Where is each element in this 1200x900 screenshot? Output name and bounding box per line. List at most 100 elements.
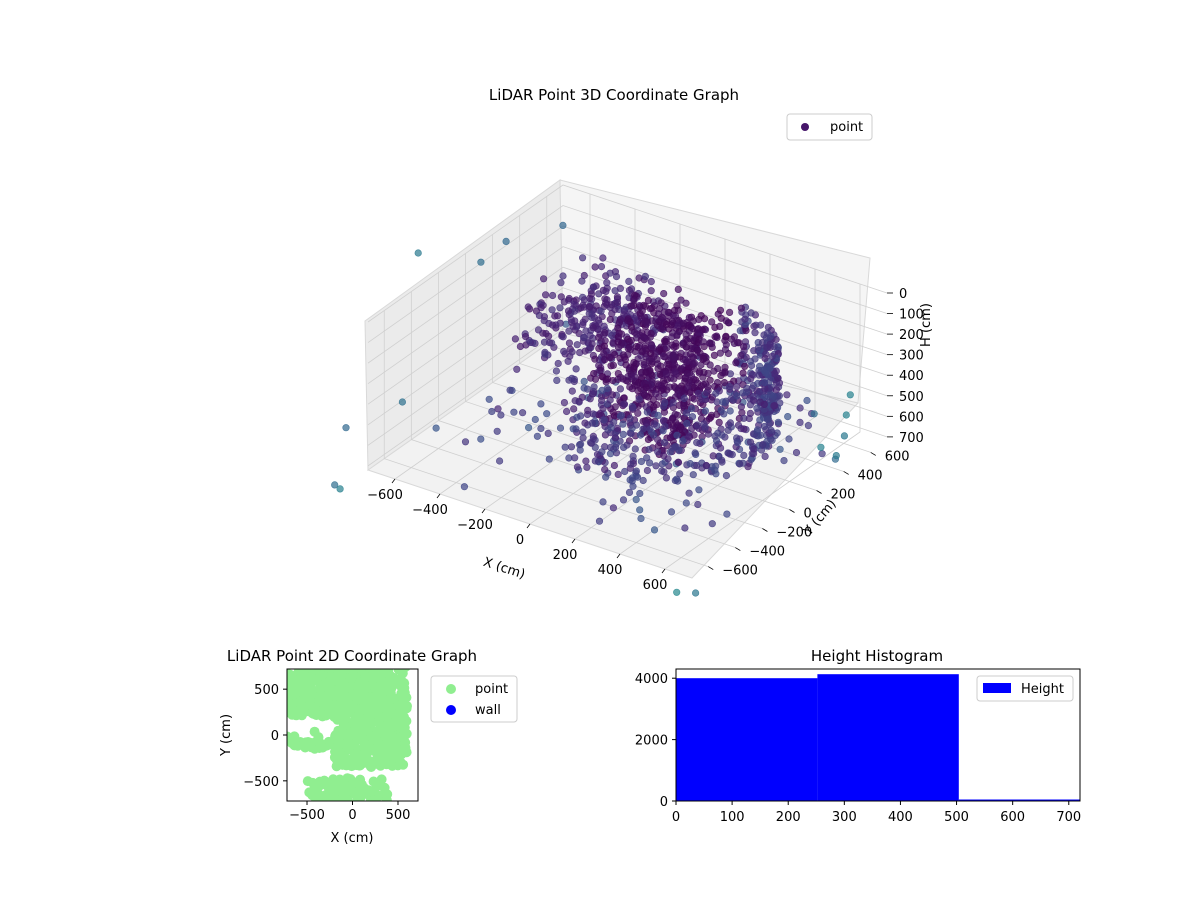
chart-3d-gridline-y: [383, 310, 709, 567]
chart-3d-point: [636, 431, 645, 439]
chart-3d-point: [607, 354, 615, 362]
chart-2d-point: [390, 751, 401, 762]
chart-3d-point: [629, 452, 637, 461]
chart-3d-point: [585, 309, 593, 318]
chart-3d-point: [639, 476, 647, 485]
chart-3d-point: [595, 517, 604, 525]
chart-2d-point: [401, 728, 412, 739]
chart-3d-point: [625, 286, 634, 295]
chart-2d-point: [323, 699, 334, 710]
histogram-xtick-label: 400: [888, 810, 913, 825]
chart-3d-point: [671, 354, 679, 362]
chart-2d-point: [344, 728, 355, 739]
chart-3d-point: [586, 303, 594, 311]
chart-3d-point: [619, 496, 628, 504]
chart-3d-gridline-y: [492, 234, 817, 491]
chart-3d-point: [559, 221, 567, 229]
chart-3d-point: [681, 377, 689, 385]
chart-3d-ytick: [843, 471, 849, 475]
chart-3d-point: [706, 340, 714, 348]
chart-3d-point: [679, 319, 688, 327]
chart-3d-point: [643, 466, 652, 475]
histogram-ytick-label: 2000: [635, 734, 668, 749]
chart-3d-point: [613, 424, 621, 432]
chart-3d-point: [784, 413, 792, 421]
chart-3d-xtick-label: 600: [643, 578, 668, 593]
chart-3d-point: [730, 377, 738, 385]
chart-3d-point: [650, 431, 658, 439]
chart-3d-point: [502, 237, 510, 245]
chart-3d-point: [560, 399, 569, 407]
chart-2d-point: [373, 753, 384, 763]
chart-3d-point: [747, 375, 755, 383]
chart-3d-point: [589, 283, 598, 291]
chart-3d-point: [553, 376, 561, 385]
chart-3d-point: [767, 426, 775, 434]
chart-3d-point: [567, 443, 576, 451]
chart-3d-point: [414, 249, 422, 257]
chart-3d-point: [573, 463, 582, 471]
chart-2d-point: [332, 711, 343, 722]
chart-3d-point: [722, 341, 730, 349]
chart-3d-point: [625, 277, 633, 286]
chart-3d-points: [331, 221, 854, 597]
chart-3d-xtick: [661, 568, 666, 574]
chart-3d-point: [577, 304, 585, 312]
chart-3d-point: [682, 499, 690, 507]
chart-3d-point: [511, 335, 520, 343]
chart-2d-point: [316, 670, 327, 681]
chart-3d-xtick-label: 0: [516, 533, 524, 548]
chart-3d-point: [704, 430, 713, 438]
chart-3d-point: [600, 350, 608, 358]
chart-3d-point: [510, 408, 518, 416]
chart-3d-point: [674, 285, 682, 294]
chart-3d-point: [699, 338, 708, 346]
chart-2d-point: [351, 723, 362, 734]
histogram-xtick-label: 500: [944, 810, 969, 825]
chart-3d-point: [596, 366, 604, 375]
chart-3d-point: [602, 287, 610, 296]
chart-3d-point: [763, 415, 772, 424]
chart-3d-point: [531, 415, 539, 424]
chart-3d-point: [733, 392, 741, 400]
chart-3d-point: [652, 462, 660, 470]
chart-2d-xtick-label: 500: [386, 808, 411, 823]
chart-2d-ytick-label: 0: [271, 729, 279, 744]
chart-3d-point: [669, 399, 677, 407]
chart-2d-point: [395, 722, 406, 733]
chart-3d-point: [783, 391, 791, 399]
chart-2d-point: [374, 710, 385, 721]
chart-2d-point: [400, 702, 411, 713]
chart-2d-point: [289, 731, 300, 742]
chart-2d-point: [355, 677, 366, 688]
chart-3d-point: [716, 349, 724, 357]
chart-3d-point: [589, 324, 597, 332]
chart-3d-point: [818, 450, 826, 458]
chart-3d-point: [689, 471, 697, 479]
histogram-title: Height Histogram: [811, 647, 943, 665]
chart-3d-point: [565, 294, 573, 303]
chart-3d-point: [732, 383, 741, 391]
chart-3d-point: [591, 263, 599, 271]
chart-3d-point: [668, 414, 677, 423]
chart-3d-point: [603, 384, 611, 393]
chart-3d-point: [742, 327, 750, 335]
chart-3d-point: [693, 439, 701, 447]
chart-3d-xtick-label: −400: [412, 503, 448, 518]
chart-3d-point: [671, 368, 679, 376]
chart-3d-point: [680, 394, 688, 403]
chart-3d-point: [726, 419, 735, 427]
chart-3d-point: [760, 422, 769, 431]
chart-3d-point: [614, 470, 622, 479]
chart-3d-point: [636, 489, 644, 498]
chart-2d-point: [343, 669, 354, 674]
chart-3d-point: [688, 424, 696, 433]
chart-3d-point: [803, 396, 811, 405]
chart-3d-point: [650, 526, 659, 534]
chart-3d-point: [675, 384, 683, 392]
chart-3d-point: [713, 333, 721, 342]
chart-3d-point: [533, 432, 542, 440]
chart-3d-point: [660, 290, 668, 298]
chart-2d-point: [351, 689, 362, 700]
chart-3d-point: [607, 301, 616, 309]
